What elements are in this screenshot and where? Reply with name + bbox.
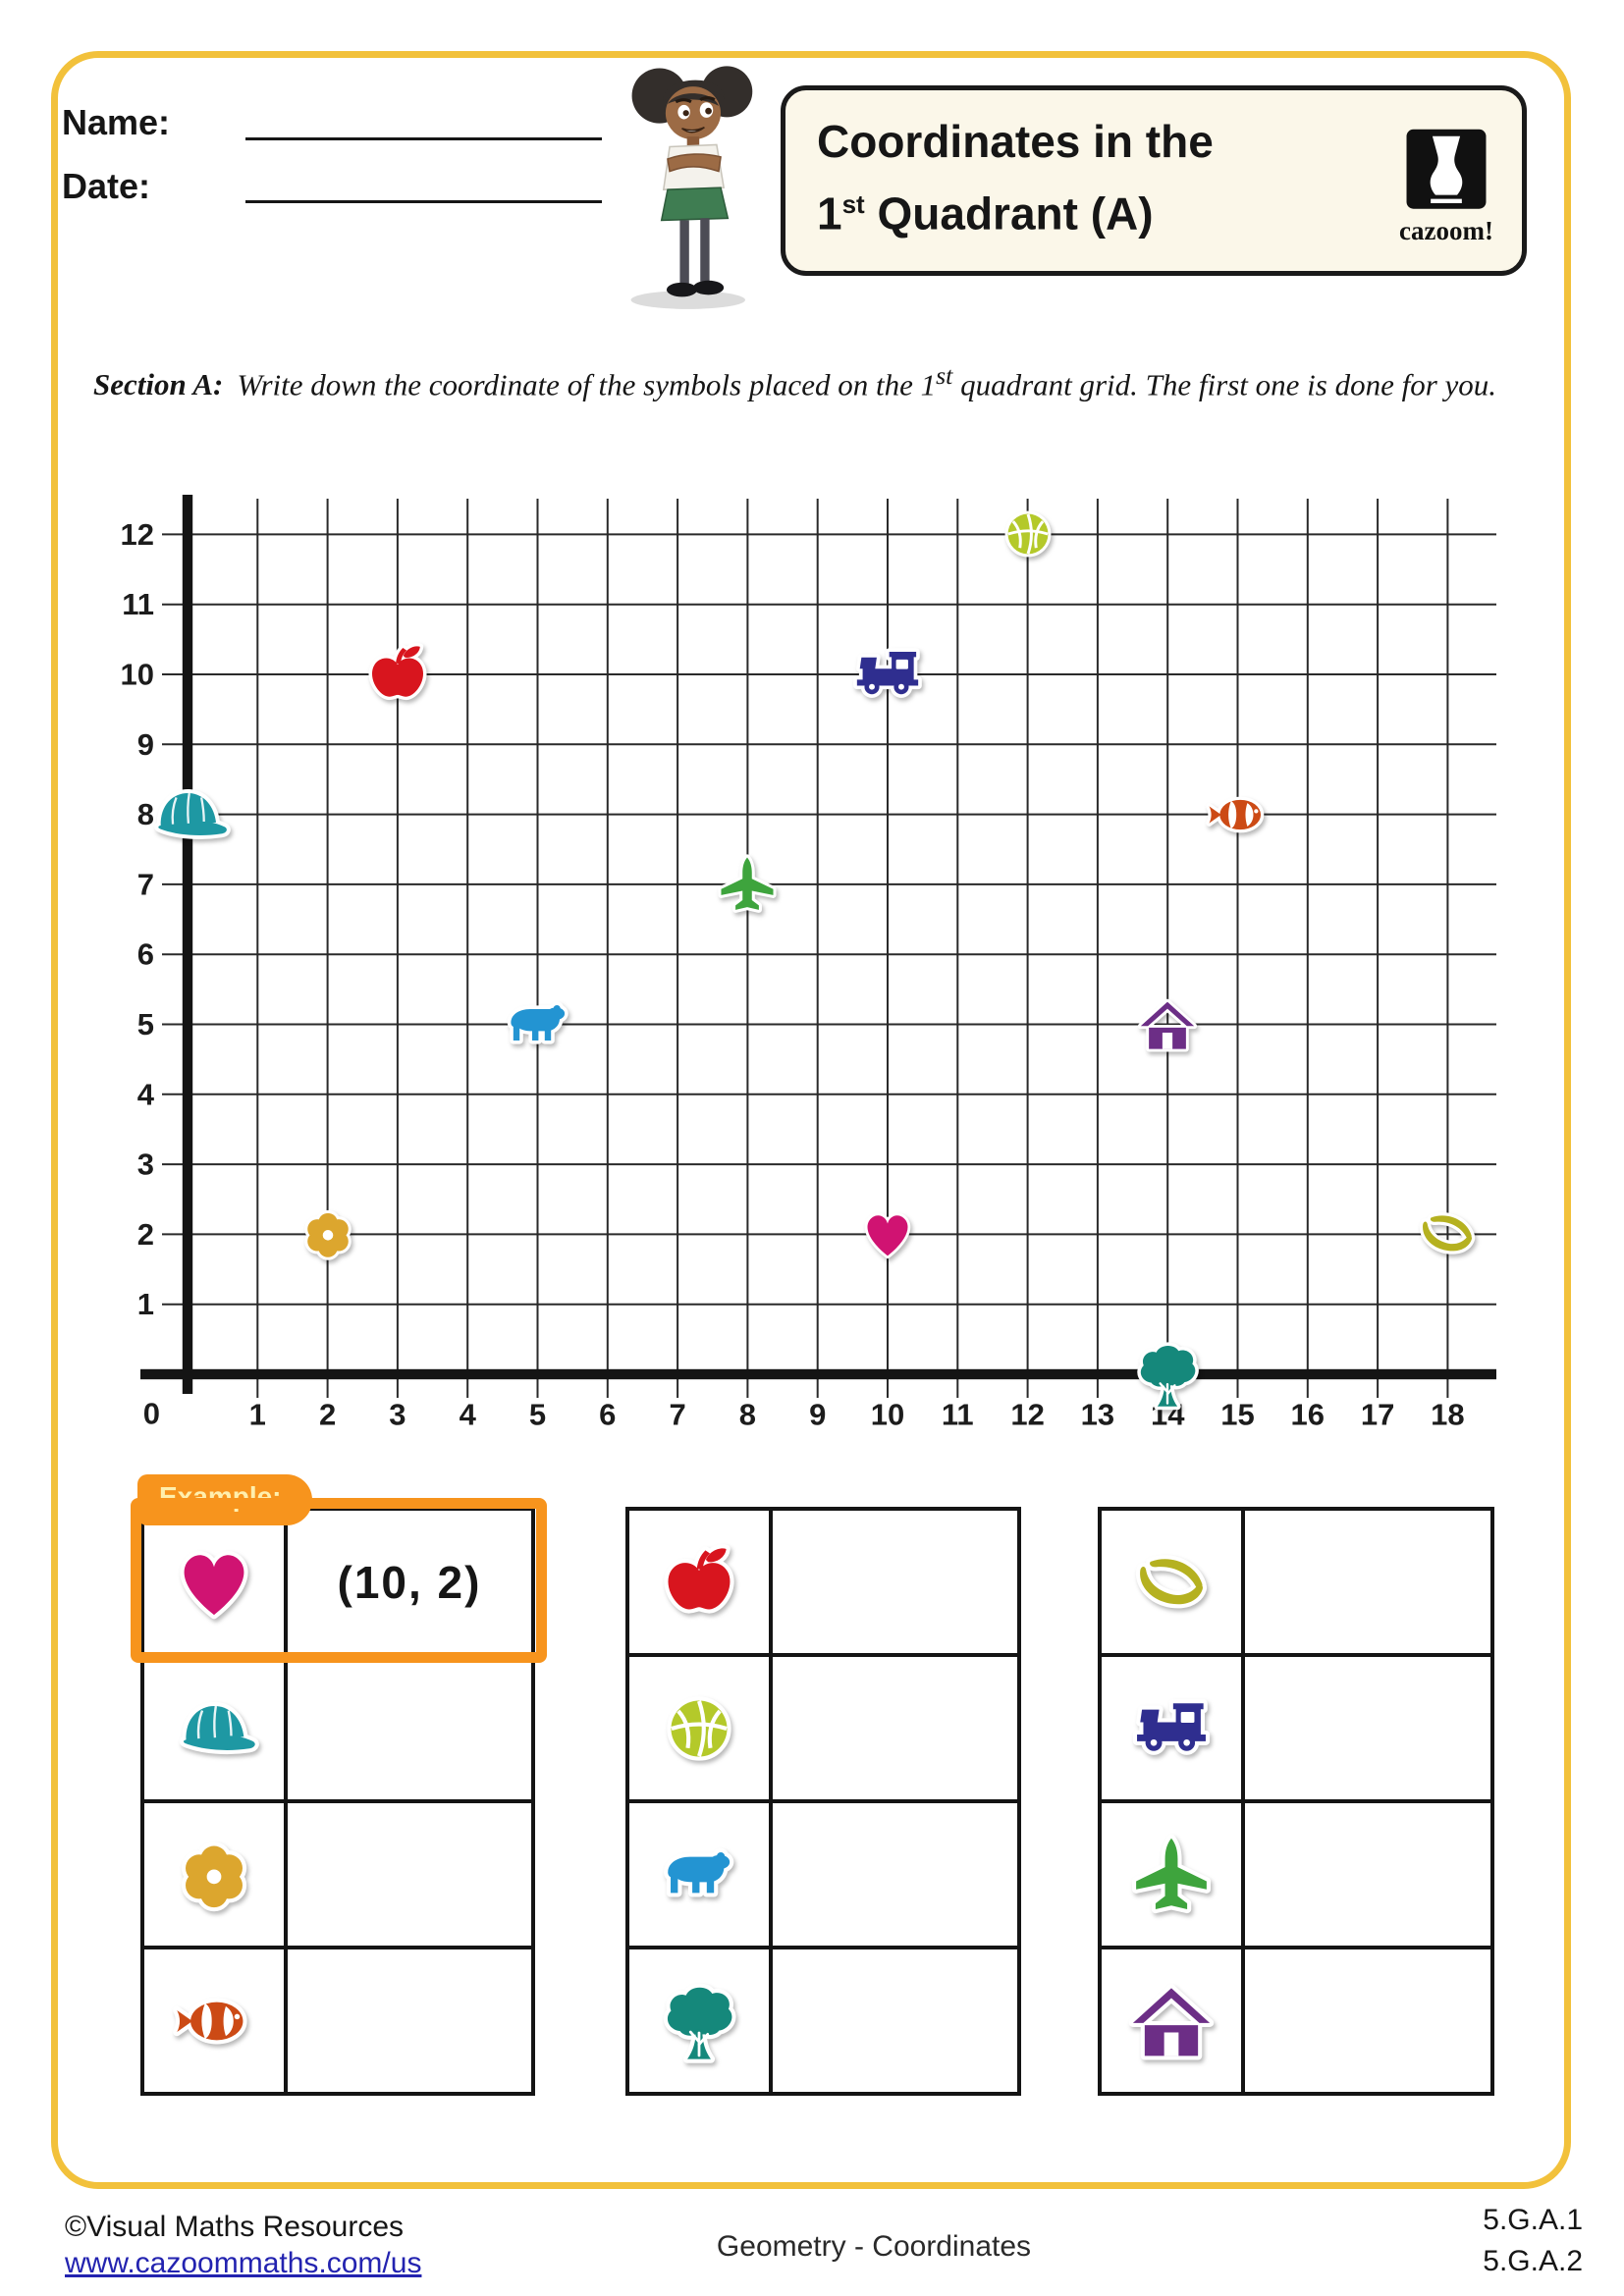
tree-icon — [654, 1976, 744, 2066]
footer-credit: ©Visual Maths Resources — [65, 2211, 405, 2243]
table-row-fish — [144, 1946, 531, 2092]
symbol-cell-cap — [144, 1657, 288, 1799]
symbol-cell-airplane — [1102, 1803, 1245, 1946]
answer-cell-bear — [773, 1803, 1017, 1946]
footer-standard-2: 5.G.A.2 — [1483, 2245, 1583, 2277]
symbol-cell-apple — [629, 1511, 773, 1653]
grid-symbol-cap — [144, 772, 231, 858]
answer-cell-train — [1245, 1657, 1490, 1799]
symbol-cell-fish — [144, 1949, 288, 2092]
page-border — [51, 51, 1571, 2189]
grid-symbol-heart — [857, 1203, 918, 1264]
section-a-label: Section A: — [93, 367, 224, 402]
table-row-train — [1102, 1653, 1490, 1799]
date-blank-line — [245, 200, 602, 203]
answer-cell-heart: (10, 2) — [288, 1511, 531, 1653]
symbol-cell-flower — [144, 1803, 288, 1946]
answer-cell-bananas — [1245, 1511, 1490, 1653]
table-row-bananas — [1102, 1511, 1490, 1653]
table-row-basketball — [629, 1653, 1017, 1799]
answer-cell-airplane — [1245, 1803, 1490, 1946]
table-row-flower — [144, 1799, 531, 1946]
answer-cell-fish — [288, 1949, 531, 2092]
cazoom-logo-icon — [1406, 129, 1487, 209]
example-tab: Example: — [137, 1474, 312, 1525]
train-icon — [1126, 1683, 1217, 1774]
fish-icon — [169, 1976, 259, 2066]
table-row-tree — [629, 1946, 1017, 2092]
answer-table-2 — [625, 1507, 1021, 2096]
flower-icon — [169, 1830, 259, 1920]
table-row-cap — [144, 1653, 531, 1799]
symbol-cell-bear — [629, 1803, 773, 1946]
apple-icon — [654, 1537, 744, 1628]
grid-symbol-bear — [499, 986, 577, 1064]
grid-symbol-basketball — [996, 502, 1060, 566]
footer-url-link[interactable]: www.cazoommaths.com/us — [65, 2247, 422, 2279]
section-a-instruction: Section A: Write down the coordinate of t… — [93, 361, 1497, 402]
table-row-airplane — [1102, 1799, 1490, 1946]
example-answer: (10, 2) — [337, 1556, 482, 1608]
table-row-apple — [629, 1511, 1017, 1653]
name-blank-line — [245, 137, 602, 140]
answer-cell-house — [1245, 1949, 1490, 2092]
symbol-cell-house — [1102, 1949, 1245, 2092]
footer-topic: Geometry - Coordinates — [716, 2230, 1032, 2263]
table-row-house — [1102, 1946, 1490, 2092]
footer-standard-1: 5.G.A.1 — [1483, 2204, 1583, 2236]
house-icon — [1126, 1976, 1217, 2066]
symbol-cell-tree — [629, 1949, 773, 2092]
answer-cell-flower — [288, 1803, 531, 1946]
cazoom-logo-text: cazoom! — [1399, 216, 1493, 245]
answer-cell-cap — [288, 1657, 531, 1799]
grid-symbol-tree — [1129, 1336, 1206, 1413]
table-row-bear — [629, 1799, 1017, 1946]
date-label: Date: — [62, 166, 151, 206]
symbol-cell-basketball — [629, 1657, 773, 1799]
cazoom-logo: cazoom! — [1399, 128, 1493, 246]
grid-symbol-train — [847, 634, 928, 715]
worksheet-title: Coordinates in the 1st Quadrant (A) — [817, 116, 1214, 240]
girl-illustration — [630, 66, 753, 309]
airplane-icon — [1126, 1830, 1217, 1920]
answer-cell-tree — [773, 1949, 1017, 2092]
grid-symbol-flower — [296, 1201, 360, 1266]
symbol-cell-heart — [144, 1511, 288, 1653]
table-row-heart: (10, 2) — [144, 1511, 531, 1653]
grid-symbol-house — [1136, 993, 1199, 1056]
name-label: Name: — [62, 102, 171, 142]
grid-symbol-bananas — [1412, 1199, 1483, 1269]
answer-cell-apple — [773, 1511, 1017, 1653]
answer-table-1: (10, 2) — [140, 1507, 535, 2096]
grid-symbol-apple — [360, 637, 435, 712]
answer-table-3 — [1098, 1507, 1494, 2096]
symbol-cell-train — [1102, 1657, 1245, 1799]
title-box: Coordinates in the 1st Quadrant (A) cazo… — [781, 85, 1527, 276]
cap-icon — [169, 1683, 259, 1774]
bear-icon — [654, 1830, 744, 1920]
bananas-icon — [1126, 1537, 1217, 1628]
grid-symbol-airplane — [714, 851, 781, 918]
heart-icon — [169, 1537, 259, 1628]
grid-symbol-fish — [1203, 779, 1273, 850]
symbol-cell-bananas — [1102, 1511, 1245, 1653]
answer-cell-basketball — [773, 1657, 1017, 1799]
basketball-icon — [654, 1683, 744, 1774]
